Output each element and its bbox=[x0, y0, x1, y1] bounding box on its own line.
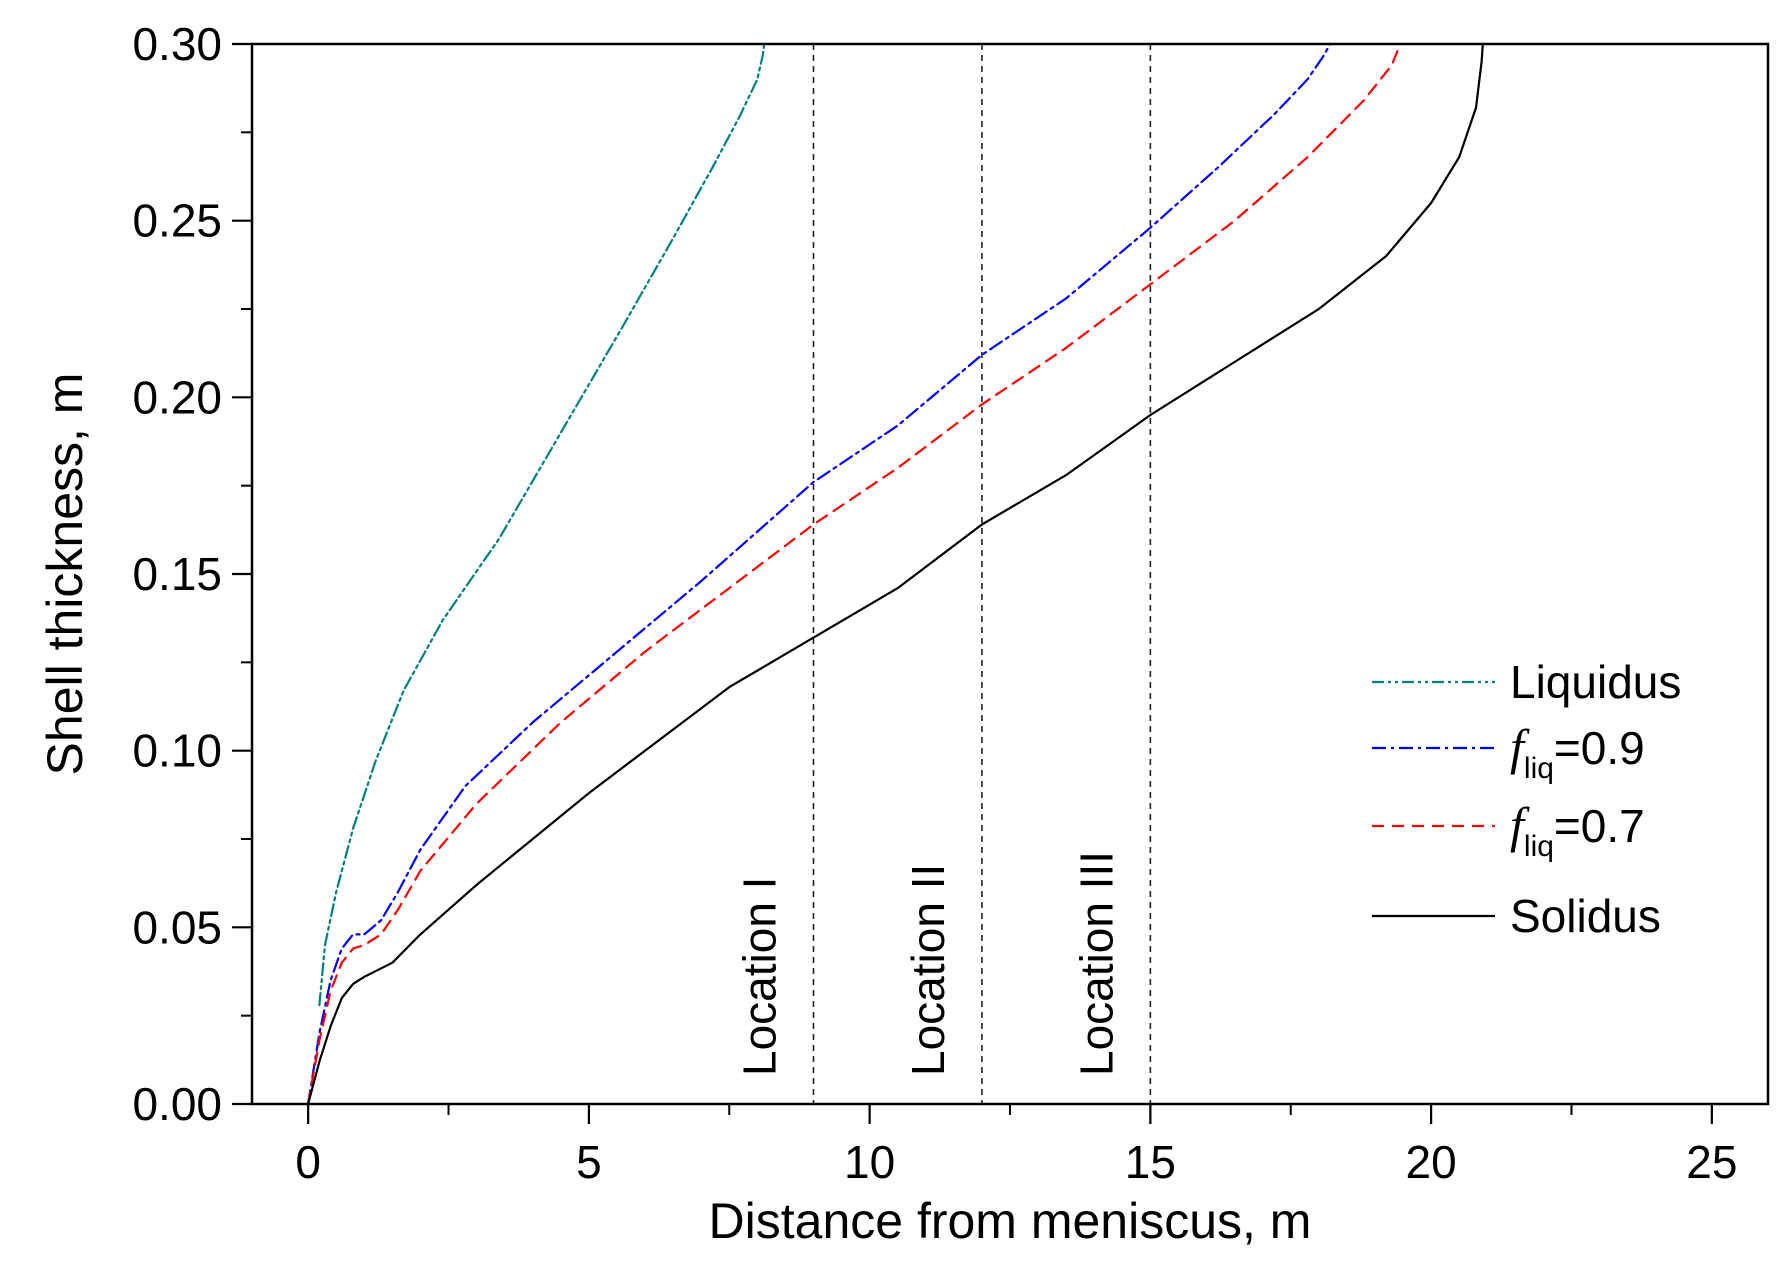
plot-content: Location I Location II Location III bbox=[307, 42, 1484, 1106]
x-axis-title: Distance from meniscus, m bbox=[709, 1193, 1312, 1249]
legend-label-4: Solidus bbox=[1510, 890, 1661, 942]
legend-label-1: Liquidus bbox=[1510, 656, 1681, 708]
y-axis-title: Shell thickness, m bbox=[37, 373, 93, 776]
series-line-solidus bbox=[307, 42, 1484, 1106]
legend-label-subscript: liq bbox=[1524, 752, 1554, 785]
y-tick-label: 0.30 bbox=[132, 18, 222, 70]
x-tick-label: 20 bbox=[1406, 1136, 1457, 1188]
x-tick-label: 10 bbox=[844, 1136, 895, 1188]
y-tick-label: 0.20 bbox=[132, 371, 222, 423]
y-tick-label: 0.10 bbox=[132, 725, 222, 777]
legend-label-3: fliq=0.7 bbox=[1510, 797, 1645, 863]
location-label-2: Location II bbox=[902, 864, 954, 1076]
axes: 0 5 10 15 20 25 0.00 0.05 0.10 0.15 0.20 0.25 0.30 bbox=[132, 18, 1770, 1188]
legend-label-subscript: liq bbox=[1524, 830, 1554, 863]
plot-frame bbox=[250, 42, 1770, 1106]
location-label-3: Location III bbox=[1070, 851, 1122, 1076]
y-tick-label: 0.25 bbox=[132, 195, 222, 247]
x-tick-label: 5 bbox=[576, 1136, 602, 1188]
x-tick-label: 25 bbox=[1686, 1136, 1737, 1188]
series-line-liquidus bbox=[318, 42, 766, 1007]
location-label-1: Location I bbox=[733, 877, 785, 1076]
y-tick-label: 0.05 bbox=[132, 901, 222, 953]
legend: Liquidus fliq=0.9 fliq=0.7 Solidus bbox=[1372, 656, 1681, 942]
legend-label-value: =0.7 bbox=[1554, 800, 1645, 852]
x-tick-label: 15 bbox=[1125, 1136, 1176, 1188]
legend-label-2: fliq=0.9 bbox=[1510, 719, 1645, 785]
series-line-f-liq-0-9 bbox=[307, 42, 1332, 1106]
legend-label-value: =0.9 bbox=[1554, 722, 1645, 774]
series-line-f-liq-0-7 bbox=[307, 49, 1399, 1106]
y-tick-label: 0.00 bbox=[132, 1078, 222, 1130]
x-tick-label: 0 bbox=[295, 1136, 321, 1188]
y-tick-label: 0.15 bbox=[132, 548, 222, 600]
